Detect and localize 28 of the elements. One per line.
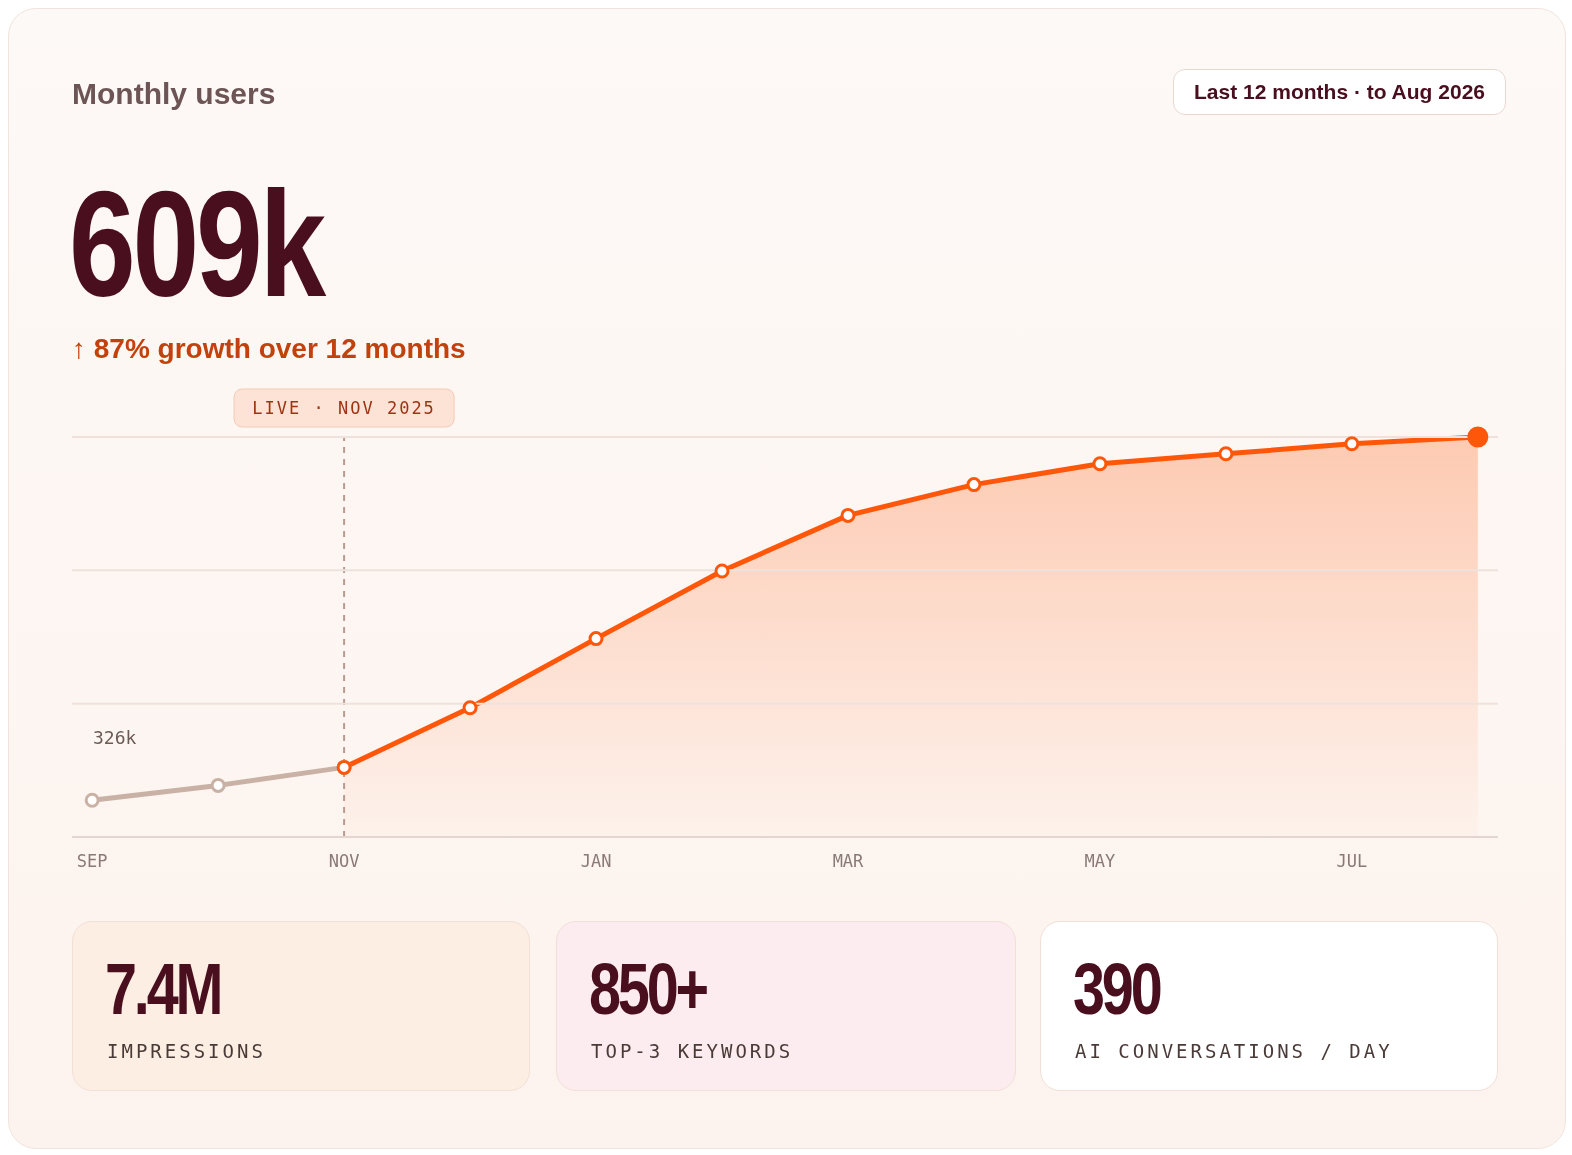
text: ↑ 87% growth over 12 months [72, 333, 466, 365]
text: 7.4M [105, 948, 221, 1030]
text: TOP-3 KEYWORDS [591, 1040, 794, 1062]
point [210, 777, 226, 793]
chart-title: Monthly users [72, 77, 276, 111]
x-tick-label: MAR [832, 851, 865, 872]
annotation: 326k [93, 727, 137, 748]
text: IMPRESSIONS [107, 1040, 266, 1062]
text: Last 12 months · to Aug 2026 [1173, 69, 1506, 115]
x-tick-label: SEP [76, 851, 108, 872]
point [462, 700, 478, 716]
x-tick-label: JAN [580, 851, 612, 872]
point [840, 507, 856, 523]
point [1218, 446, 1234, 462]
text: 850+ [589, 948, 706, 1030]
ref-line-label: LIVE · NOV 2025 [252, 398, 436, 418]
point [1092, 456, 1108, 472]
text: 390 [1073, 948, 1160, 1030]
x-tick-label: NOV [328, 851, 360, 872]
point [84, 792, 100, 808]
text: 609k [69, 160, 326, 328]
point [588, 631, 604, 647]
point [1344, 436, 1360, 452]
x-tick-label: MAY [1084, 851, 1116, 872]
x-tick-label: JUL [1336, 851, 1368, 872]
point [714, 563, 730, 579]
text: AI CONVERSATIONS / DAY [1075, 1040, 1393, 1062]
point [966, 477, 982, 493]
